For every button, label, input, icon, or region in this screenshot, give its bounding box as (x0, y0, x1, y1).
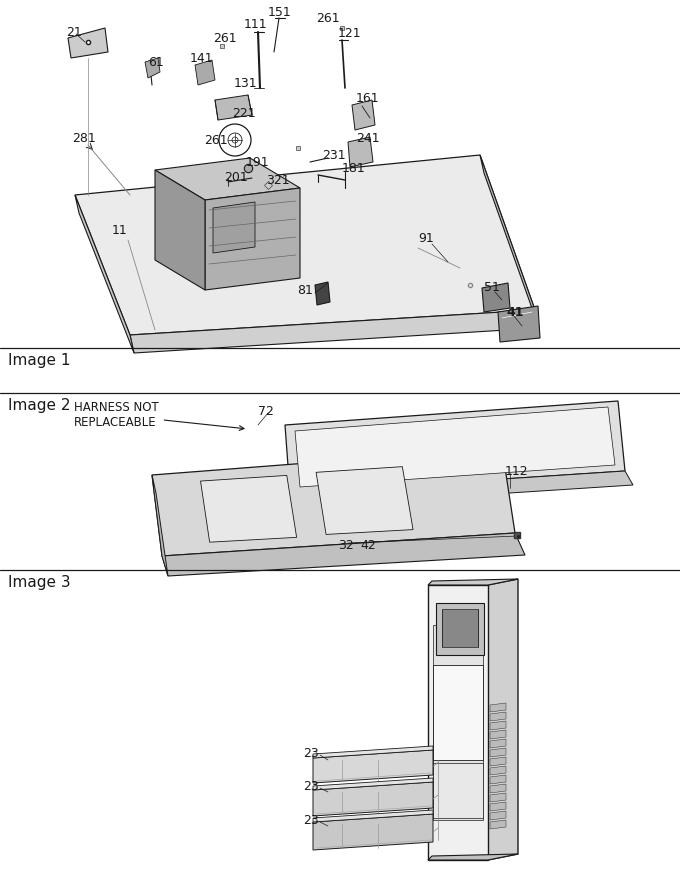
Polygon shape (428, 585, 488, 860)
Text: 161: 161 (356, 92, 379, 105)
Polygon shape (152, 448, 515, 556)
Polygon shape (428, 579, 518, 585)
Polygon shape (348, 137, 373, 167)
Polygon shape (162, 533, 525, 576)
Polygon shape (195, 60, 215, 85)
Polygon shape (490, 766, 506, 775)
Text: 23: 23 (303, 813, 319, 826)
Text: 181: 181 (342, 162, 366, 174)
Polygon shape (130, 310, 539, 353)
Text: 281: 281 (72, 131, 96, 144)
Text: 241: 241 (356, 131, 379, 144)
Polygon shape (480, 155, 539, 328)
Polygon shape (436, 603, 484, 655)
Polygon shape (315, 282, 330, 305)
Polygon shape (490, 811, 506, 820)
Text: 141: 141 (190, 52, 214, 64)
Text: 261: 261 (213, 32, 237, 45)
Text: 61: 61 (148, 55, 164, 69)
Text: 261: 261 (204, 134, 228, 146)
Polygon shape (313, 750, 433, 783)
Polygon shape (215, 95, 252, 120)
Text: 121: 121 (338, 26, 362, 40)
Polygon shape (285, 401, 625, 493)
Text: Image 1: Image 1 (8, 353, 71, 368)
Text: 151: 151 (268, 5, 292, 18)
Polygon shape (352, 100, 375, 130)
Polygon shape (145, 58, 160, 78)
Polygon shape (490, 820, 506, 829)
Polygon shape (498, 306, 540, 342)
Text: 131: 131 (234, 77, 258, 90)
Polygon shape (155, 170, 205, 290)
Text: Image 2: Image 2 (8, 398, 71, 413)
Polygon shape (313, 782, 433, 816)
Text: 32: 32 (338, 539, 354, 552)
Text: 201: 201 (224, 171, 248, 184)
Polygon shape (488, 579, 518, 860)
Polygon shape (290, 471, 633, 507)
Polygon shape (205, 188, 300, 290)
Polygon shape (152, 475, 168, 576)
Polygon shape (313, 778, 433, 790)
Polygon shape (490, 784, 506, 793)
Polygon shape (213, 202, 255, 253)
Polygon shape (490, 775, 506, 784)
Text: 42: 42 (360, 539, 376, 552)
Text: Image 3: Image 3 (8, 575, 71, 590)
Polygon shape (313, 810, 433, 822)
Text: 91: 91 (418, 231, 434, 245)
Text: 191: 191 (246, 156, 270, 168)
Polygon shape (75, 155, 535, 335)
Text: 51: 51 (484, 281, 500, 294)
Text: 23: 23 (303, 780, 319, 793)
Polygon shape (490, 793, 506, 802)
Text: 21: 21 (66, 26, 82, 39)
Text: 261: 261 (316, 11, 339, 25)
Polygon shape (201, 475, 296, 542)
Polygon shape (316, 466, 413, 534)
Polygon shape (490, 730, 506, 739)
Polygon shape (313, 814, 433, 850)
Polygon shape (490, 757, 506, 766)
Text: 23: 23 (303, 746, 319, 759)
Text: 81: 81 (297, 283, 313, 297)
Polygon shape (442, 609, 478, 647)
Polygon shape (490, 739, 506, 748)
Text: 231: 231 (322, 149, 345, 162)
Polygon shape (433, 665, 483, 760)
Polygon shape (433, 763, 483, 818)
Text: HARNESS NOT
REPLACEABLE: HARNESS NOT REPLACEABLE (74, 401, 244, 430)
Polygon shape (482, 283, 510, 312)
Text: 321: 321 (266, 173, 290, 187)
Polygon shape (155, 158, 300, 200)
Text: 11: 11 (112, 224, 128, 237)
Text: 72: 72 (258, 405, 274, 417)
Polygon shape (433, 625, 483, 820)
Polygon shape (313, 746, 433, 758)
Text: 112: 112 (505, 465, 528, 478)
Polygon shape (428, 854, 518, 860)
Polygon shape (490, 802, 506, 811)
Text: 111: 111 (244, 18, 268, 31)
Polygon shape (490, 721, 506, 730)
Polygon shape (490, 712, 506, 721)
Polygon shape (68, 28, 108, 58)
Polygon shape (295, 407, 615, 487)
Polygon shape (75, 195, 134, 353)
Polygon shape (490, 703, 506, 712)
Text: 221: 221 (232, 106, 256, 120)
Text: 41: 41 (506, 305, 524, 319)
Polygon shape (490, 748, 506, 757)
